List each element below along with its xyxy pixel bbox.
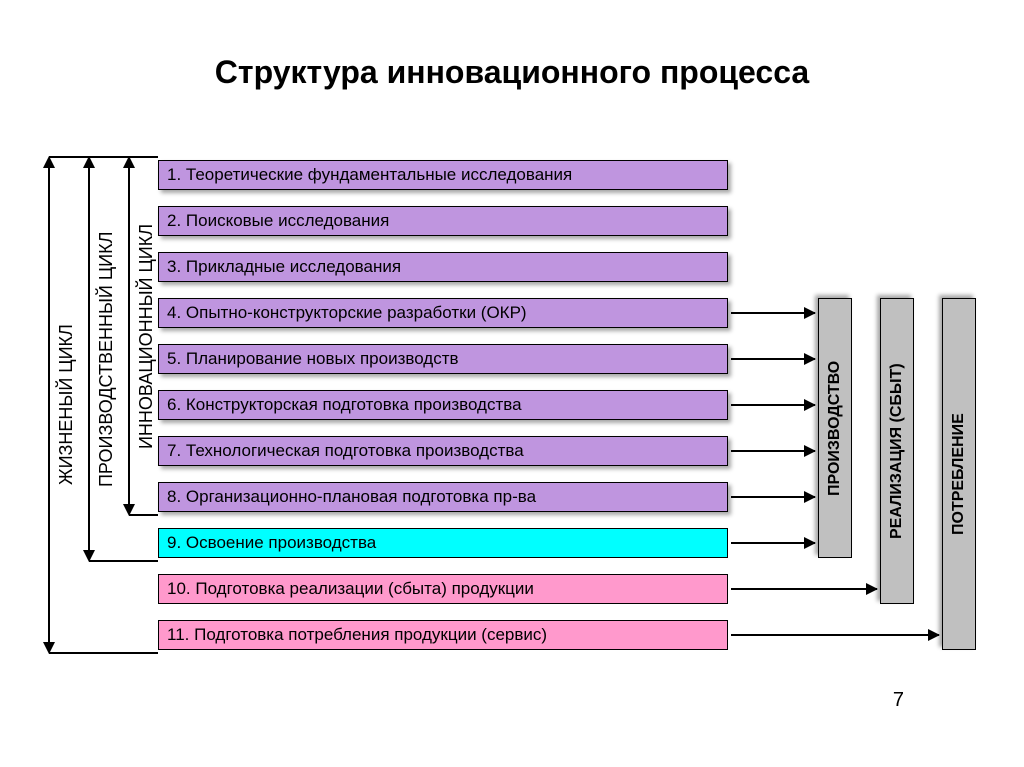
- step-label: 2. Поисковые исследования: [167, 211, 389, 231]
- outcome-label: ПОТРЕБЛЕНИЕ: [950, 413, 968, 535]
- step-label: 1. Теоретические фундаментальные исследо…: [167, 165, 572, 185]
- step-label: 5. Планирование новых производств: [167, 349, 459, 369]
- cycle-label: ЖИЗНЕНЫЙ ЦИКЛ: [56, 156, 77, 654]
- cycle-label: ИННОВАЦИОННЫЙ ЦИКЛ: [136, 156, 157, 516]
- step-box-1: 1. Теоретические фундаментальные исследо…: [158, 160, 728, 190]
- page-number: 7: [893, 689, 904, 712]
- step-label: 3. Прикладные исследования: [167, 257, 401, 277]
- cycle-label: ПРОИЗВОДСТВЕННЫЙ ЦИКЛ: [96, 156, 117, 562]
- cycle-bracket: [44, 156, 54, 654]
- step-box-8: 8. Организационно-плановая подготовка пр…: [158, 482, 728, 512]
- step-arrow: [731, 542, 815, 544]
- step-box-11: 11. Подготовка потребления продукции (се…: [158, 620, 728, 650]
- step-arrow: [731, 588, 877, 590]
- outcome-box: ПРОИЗВОДСТВО: [818, 298, 852, 558]
- cycle-bracket: [124, 156, 134, 516]
- step-arrow: [731, 496, 815, 498]
- cycle-bracket: [84, 156, 94, 562]
- outcome-box: РЕАЛИЗАЦИЯ (СБЫТ): [880, 298, 914, 604]
- step-box-2: 2. Поисковые исследования: [158, 206, 728, 236]
- step-arrow: [731, 404, 815, 406]
- step-box-5: 5. Планирование новых производств: [158, 344, 728, 374]
- step-label: 4. Опытно-конструкторские разработки (ОК…: [167, 303, 527, 323]
- step-label: 7. Технологическая подготовка производст…: [167, 441, 524, 461]
- step-arrow: [731, 634, 939, 636]
- step-arrow: [731, 450, 815, 452]
- step-box-6: 6. Конструкторская подготовка производст…: [158, 390, 728, 420]
- outcome-label: ПРОИЗВОДСТВО: [826, 360, 844, 495]
- step-box-4: 4. Опытно-конструкторские разработки (ОК…: [158, 298, 728, 328]
- step-box-10: 10. Подготовка реализации (сбыта) продук…: [158, 574, 728, 604]
- step-box-3: 3. Прикладные исследования: [158, 252, 728, 282]
- step-label: 8. Организационно-плановая подготовка пр…: [167, 487, 536, 507]
- step-box-9: 9. Освоение производства: [158, 528, 728, 558]
- outcome-box: ПОТРЕБЛЕНИЕ: [942, 298, 976, 650]
- step-label: 6. Конструкторская подготовка производст…: [167, 395, 522, 415]
- diagram-title: Структура инновационного процесса: [0, 54, 1024, 91]
- step-box-7: 7. Технологическая подготовка производст…: [158, 436, 728, 466]
- step-label: 10. Подготовка реализации (сбыта) продук…: [167, 579, 534, 599]
- outcome-label: РЕАЛИЗАЦИЯ (СБЫТ): [888, 363, 906, 539]
- step-label: 11. Подготовка потребления продукции (се…: [167, 625, 547, 645]
- step-arrow: [731, 358, 815, 360]
- step-arrow: [731, 312, 815, 314]
- step-label: 9. Освоение производства: [167, 533, 376, 553]
